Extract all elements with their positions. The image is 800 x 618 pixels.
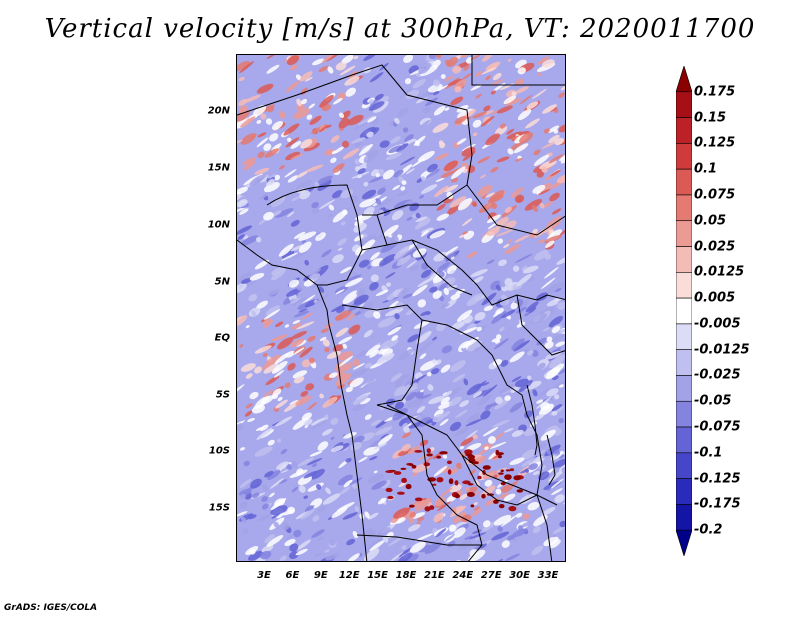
lat-label: 15N bbox=[207, 162, 230, 174]
colorbar-label: 0.15 bbox=[694, 110, 727, 126]
colorbar-label: 0.005 bbox=[694, 290, 736, 306]
border-angola bbox=[376, 404, 483, 561]
colorbar-label: -0.005 bbox=[694, 316, 741, 332]
border-congo bbox=[341, 304, 423, 406]
colorbar-segment bbox=[675, 91, 693, 118]
colorbar-label: 0.075 bbox=[694, 187, 736, 203]
colorbar-label: -0.025 bbox=[694, 367, 741, 383]
colorbar-segment bbox=[675, 478, 693, 505]
lat-label: 5N bbox=[214, 276, 230, 288]
colorbar-segment bbox=[675, 452, 693, 479]
colorbar-label: -0.125 bbox=[694, 471, 741, 487]
colorbar-segment bbox=[675, 272, 693, 299]
velocity-field bbox=[237, 55, 565, 561]
lon-label: 3E bbox=[257, 570, 271, 581]
colorbar-segment bbox=[675, 143, 693, 170]
coastline bbox=[237, 239, 368, 561]
lon-label: 21E bbox=[424, 570, 445, 581]
border-mozambique bbox=[536, 494, 553, 561]
lon-label: 30E bbox=[509, 570, 530, 581]
grads-credit: GrADS: IGES/COLA bbox=[4, 603, 98, 613]
colorbar-segment bbox=[675, 426, 693, 454]
lat-label: 15S bbox=[208, 502, 230, 514]
colorbar-label: -0.075 bbox=[694, 419, 741, 435]
colorbar-label: 0.175 bbox=[694, 84, 736, 100]
colorbar-label: -0.0125 bbox=[694, 342, 750, 358]
colorbar-label: -0.175 bbox=[694, 496, 741, 512]
lon-label: 27E bbox=[480, 570, 502, 581]
lat-label: EQ bbox=[214, 332, 230, 344]
colorbar-label: -0.1 bbox=[694, 445, 723, 461]
colorbar-label: 0.0125 bbox=[694, 264, 745, 280]
colorbar-segment bbox=[675, 64, 693, 93]
lake-malawi bbox=[546, 434, 556, 486]
border-namibia bbox=[356, 534, 482, 546]
border-zambia bbox=[461, 454, 558, 506]
colorbar-segment bbox=[675, 375, 693, 402]
colorbar-label: 0.05 bbox=[694, 213, 727, 229]
border-drc bbox=[386, 319, 543, 506]
lon-label: 6E bbox=[285, 570, 300, 581]
lat-label: 10S bbox=[208, 445, 230, 457]
lon-label: 33E bbox=[537, 570, 559, 581]
colorbar-segment bbox=[675, 246, 693, 273]
colorbar-segment bbox=[675, 168, 693, 196]
colorbar-segment bbox=[675, 349, 693, 376]
lon-label: 15E bbox=[367, 570, 388, 581]
border-sahara bbox=[237, 64, 473, 216]
border-libya bbox=[471, 55, 565, 86]
colorbar-segment bbox=[675, 504, 693, 531]
colorbar-segment bbox=[675, 400, 693, 428]
lake-tanganyika bbox=[526, 384, 538, 456]
colorbar-segment bbox=[675, 220, 693, 247]
lon-label: 12E bbox=[338, 570, 360, 581]
lat-label: 5S bbox=[215, 389, 230, 401]
border-east bbox=[516, 294, 565, 356]
colorbar-label: 0.1 bbox=[694, 161, 718, 177]
lat-label: 20N bbox=[207, 105, 230, 117]
colorbar-segment bbox=[675, 529, 693, 558]
colorbar bbox=[675, 64, 693, 560]
map-title: Vertical velocity [m/s] at 300hPa, VT: 2… bbox=[44, 14, 756, 44]
border-chad bbox=[376, 214, 473, 296]
colorbar-label: 0.125 bbox=[694, 135, 736, 151]
border-sudan bbox=[466, 184, 565, 236]
lat-label: 10N bbox=[207, 219, 230, 231]
colorbar-segment bbox=[675, 117, 693, 144]
border-nigeria bbox=[266, 184, 363, 286]
colorbar-segment bbox=[675, 323, 693, 350]
colorbar-segment bbox=[675, 297, 693, 325]
colorbar-segment bbox=[675, 194, 693, 222]
lon-label: 24E bbox=[452, 570, 474, 581]
colorbar-label: -0.05 bbox=[694, 393, 732, 409]
lon-label: 18E bbox=[395, 570, 417, 581]
colorbar-label: -0.2 bbox=[694, 522, 723, 538]
lon-label: 9E bbox=[313, 570, 328, 581]
border-cameroon-car bbox=[361, 239, 565, 306]
colorbar-label: 0.025 bbox=[694, 239, 736, 255]
velocity-map bbox=[236, 54, 566, 562]
